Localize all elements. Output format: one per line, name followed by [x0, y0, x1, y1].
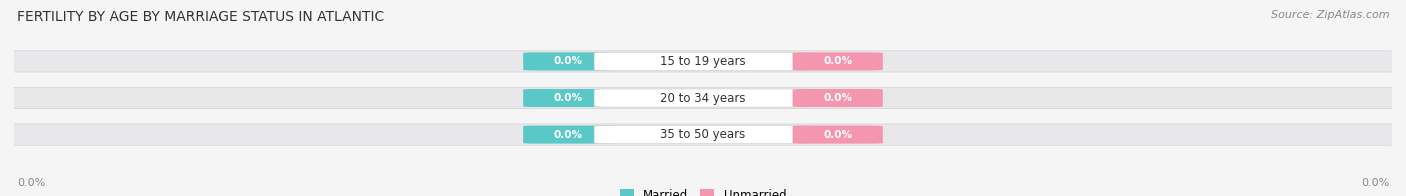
FancyBboxPatch shape [523, 126, 613, 144]
Text: 0.0%: 0.0% [823, 56, 852, 66]
Text: 0.0%: 0.0% [554, 130, 583, 140]
FancyBboxPatch shape [0, 124, 1406, 145]
Text: 0.0%: 0.0% [1361, 178, 1389, 188]
Text: 35 to 50 years: 35 to 50 years [661, 128, 745, 141]
Text: Source: ZipAtlas.com: Source: ZipAtlas.com [1271, 10, 1389, 20]
Text: 0.0%: 0.0% [554, 93, 583, 103]
Text: 0.0%: 0.0% [823, 130, 852, 140]
FancyBboxPatch shape [793, 89, 883, 107]
Text: 15 to 19 years: 15 to 19 years [661, 55, 745, 68]
Text: 20 to 34 years: 20 to 34 years [661, 92, 745, 104]
FancyBboxPatch shape [595, 52, 811, 70]
FancyBboxPatch shape [793, 52, 883, 70]
FancyBboxPatch shape [523, 52, 613, 70]
FancyBboxPatch shape [595, 89, 811, 107]
FancyBboxPatch shape [595, 126, 811, 144]
FancyBboxPatch shape [0, 87, 1406, 109]
Legend: Married, Unmarried: Married, Unmarried [617, 186, 789, 196]
Text: 0.0%: 0.0% [554, 56, 583, 66]
Text: 0.0%: 0.0% [823, 93, 852, 103]
FancyBboxPatch shape [523, 89, 613, 107]
Text: 0.0%: 0.0% [17, 178, 45, 188]
FancyBboxPatch shape [793, 126, 883, 144]
Text: FERTILITY BY AGE BY MARRIAGE STATUS IN ATLANTIC: FERTILITY BY AGE BY MARRIAGE STATUS IN A… [17, 10, 384, 24]
FancyBboxPatch shape [0, 51, 1406, 72]
